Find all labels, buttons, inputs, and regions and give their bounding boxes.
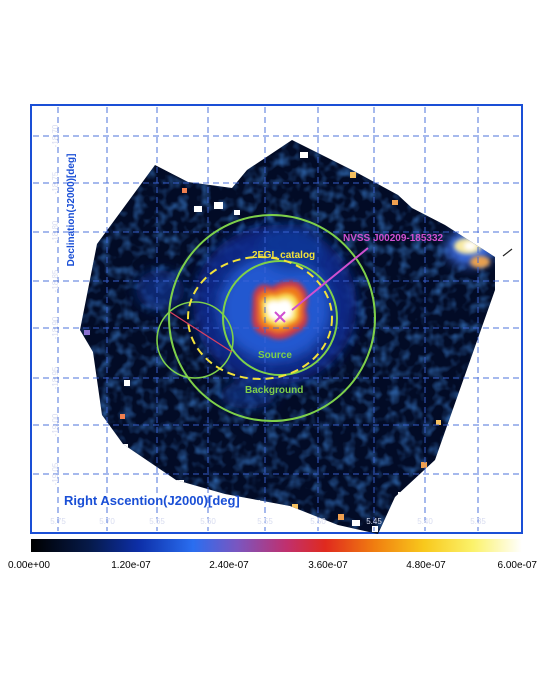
colorbar-label: 2.40e-07 — [209, 560, 249, 571]
dec-tick-label: -18.85 — [51, 269, 60, 292]
ra-tick-label: 5.35 — [470, 517, 486, 526]
source-label: Source — [258, 350, 292, 361]
ra-tick-label: 5.65 — [149, 517, 165, 526]
ra-tick-label: 5.40 — [417, 517, 433, 526]
dec-tick-label: -18.70 — [51, 124, 60, 147]
ra-tick-label: 5.50 — [310, 517, 326, 526]
colorbar-label: 1.20e-07 — [111, 560, 151, 571]
map-edge-arrow — [502, 248, 513, 257]
colorbar-label: 0.00e+00 — [8, 560, 50, 571]
background-label: Background — [245, 385, 303, 396]
background-excluded-circle — [156, 301, 234, 379]
dec-tick-label: -18.90 — [51, 316, 60, 339]
source-circle — [222, 260, 338, 376]
dec-tick-labels: -18.70 -18.75 -18.80 -18.85 -18.90 -18.9… — [51, 124, 60, 485]
x-axis-title: Right Ascention(J2000)[deg] — [64, 493, 240, 508]
dec-tick-label: -19.00 — [51, 413, 60, 436]
ra-tick-labels: 5.75 5.70 5.65 5.60 5.55 5.50 5.45 5.40 … — [50, 517, 486, 526]
dec-tick-label: -18.75 — [51, 171, 60, 194]
target-marker-x — [274, 311, 286, 323]
ra-tick-label: 5.75 — [50, 517, 66, 526]
ra-tick-label: 5.70 — [99, 517, 115, 526]
target-label: NVSS J00209-185332 — [343, 233, 444, 244]
region-overlays — [156, 214, 513, 422]
coordinate-grid — [33, 107, 520, 531]
region-diagonal-line — [169, 311, 233, 353]
colorbar-label: 6.00e-07 — [498, 560, 538, 571]
catalog-label: 2FGL catalog — [252, 250, 315, 261]
ra-tick-label: 5.60 — [200, 517, 216, 526]
ra-tick-label: 5.55 — [257, 517, 273, 526]
dec-tick-label: -18.95 — [51, 366, 60, 389]
target-pointer-line — [291, 247, 369, 311]
ra-tick-label: 5.45 — [366, 517, 382, 526]
y-axis-title: Declination(J2000)[deg] — [66, 154, 77, 267]
dec-tick-label: -19.05 — [51, 462, 60, 485]
background-outer-circle — [168, 214, 376, 422]
colorbar — [31, 539, 522, 552]
colorbar-label: 3.60e-07 — [308, 560, 348, 571]
colorbar-label: 4.80e-07 — [406, 560, 446, 571]
dec-tick-label: -18.80 — [51, 220, 60, 243]
catalog-error-ellipse — [187, 256, 333, 380]
